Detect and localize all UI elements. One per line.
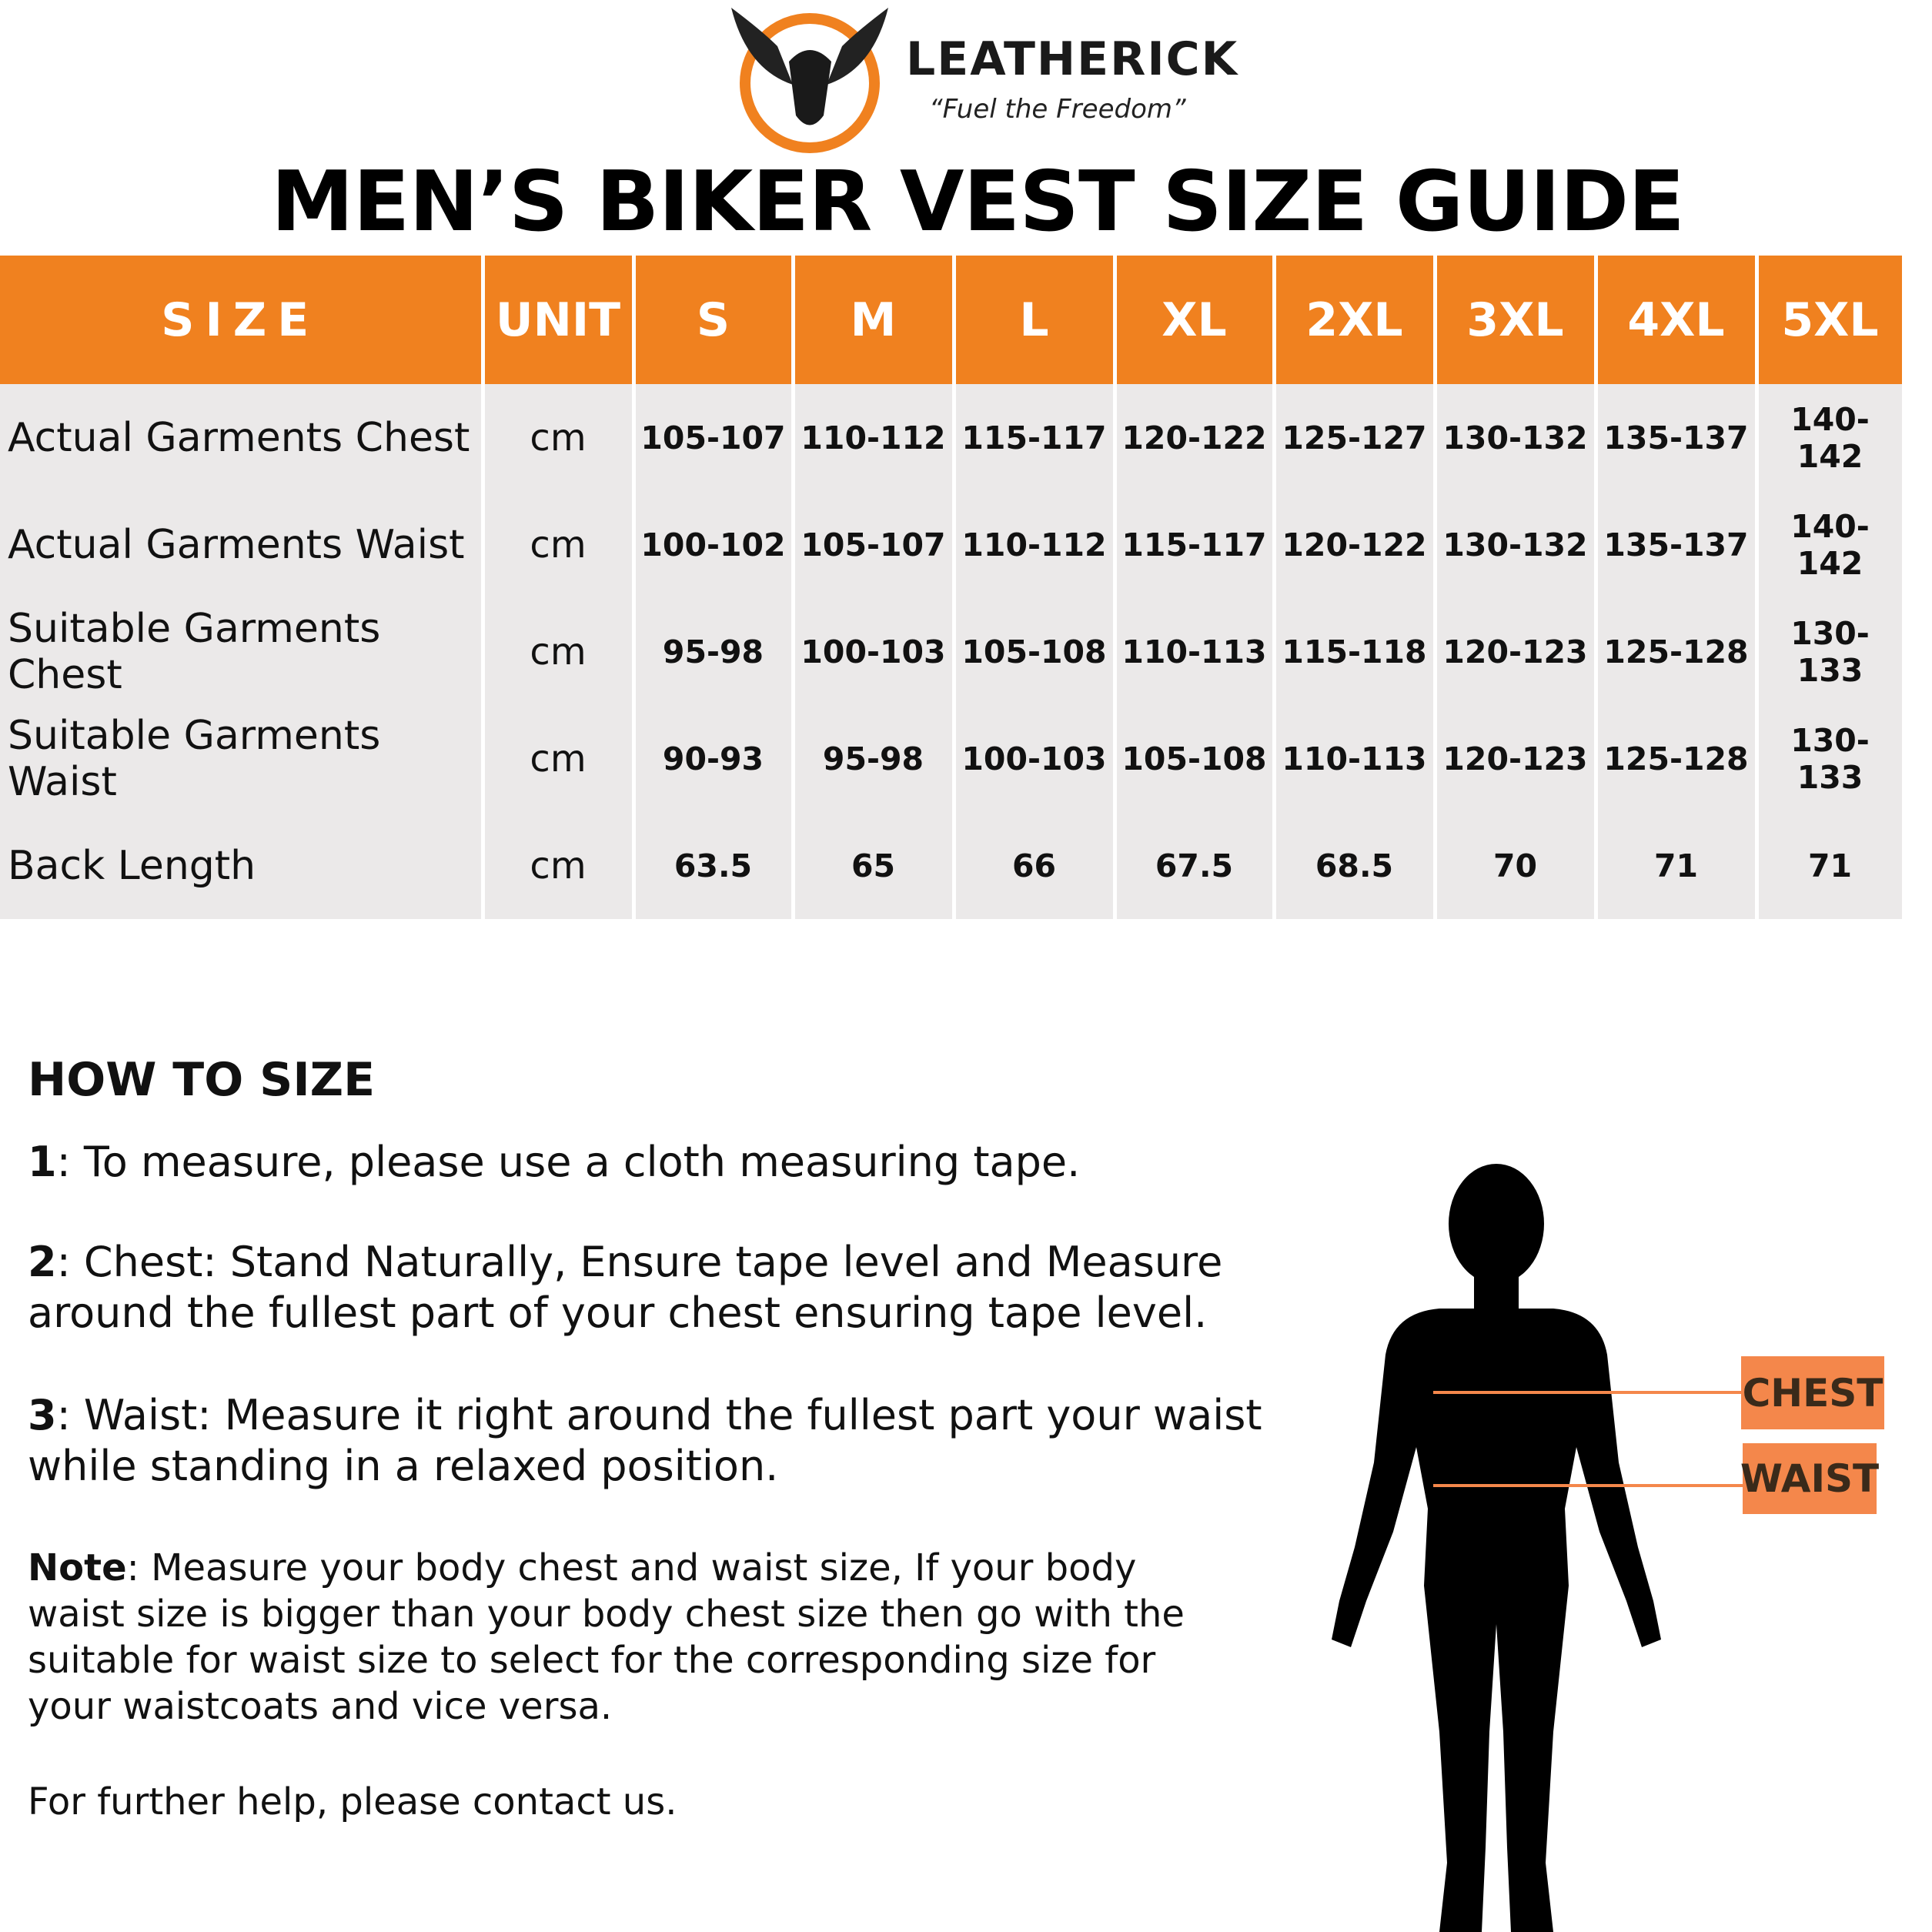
cell: 105-108 — [954, 598, 1117, 705]
cell: 115-118 — [1274, 598, 1437, 705]
title: MEN’S BIKER VEST SIZE GUIDE — [271, 154, 1685, 250]
cell: cm — [483, 812, 636, 919]
column-header: M — [793, 256, 956, 384]
cell: 90-93 — [633, 705, 795, 812]
cell: 135-137 — [1596, 384, 1759, 491]
waist-label: WAIST — [1740, 1443, 1879, 1514]
column-header: UNIT — [483, 256, 636, 384]
how-to-heading: HOW TO SIZE — [28, 1053, 376, 1107]
note: Note: Measure your body chest and waist … — [28, 1545, 1228, 1730]
table-row: Actual Garments Chest cm 105-107 110-112 115… — [0, 384, 1906, 491]
row-label: Back Length — [0, 812, 485, 919]
cell: 140-142 — [1757, 384, 1906, 491]
cell: 115-117 — [1115, 491, 1276, 598]
column-header: S — [633, 256, 795, 384]
step-text: : To measure, please use a cloth measuri… — [56, 1138, 1081, 1186]
column-header: L — [954, 256, 1117, 384]
column-header: 4XL — [1596, 256, 1759, 384]
cell: 95-98 — [633, 598, 795, 705]
cell: 110-112 — [954, 491, 1117, 598]
cell: 105-107 — [793, 491, 956, 598]
cell: cm — [483, 384, 636, 491]
cell: cm — [483, 705, 636, 812]
step: 2: Chest: Stand Naturally, Ensure tape l… — [28, 1237, 1321, 1339]
size-table: SIZE UNIT S M L XL 2XL 3XL 4XL 5XL Actual Garment… — [0, 256, 1906, 919]
cell: 67.5 — [1115, 812, 1276, 919]
row-label: Suitable Garments Chest — [0, 598, 485, 705]
step: 1: To measure, please use a cloth measur… — [28, 1137, 1321, 1188]
footer: For further help, please contact us. — [28, 1780, 677, 1823]
cell: 100-102 — [633, 491, 795, 598]
cell: 125-128 — [1596, 598, 1759, 705]
step-number: 2 — [28, 1238, 57, 1286]
cell: 100-103 — [954, 705, 1117, 812]
row-label: Actual Garments Chest — [0, 384, 485, 491]
cell: 110-113 — [1274, 705, 1437, 812]
cell: 110-112 — [793, 384, 956, 491]
step-number: 3 — [28, 1391, 57, 1439]
cell: 120-123 — [1435, 705, 1598, 812]
table-row: Suitable Garments Waist cm 90-93 95-98 100-1… — [0, 705, 1906, 812]
cell: 65 — [793, 812, 956, 919]
cell: 130-133 — [1757, 598, 1906, 705]
cell: 105-108 — [1115, 705, 1276, 812]
logo — [731, 8, 888, 153]
table-row: Actual Garments Waist cm 100-102 105-107 110… — [0, 491, 1906, 598]
column-header: SIZE — [0, 256, 485, 384]
cell: 130-132 — [1435, 491, 1598, 598]
cell: cm — [483, 491, 636, 598]
cell: 95-98 — [793, 705, 956, 812]
column-header: XL — [1115, 256, 1276, 384]
cell: 70 — [1435, 812, 1598, 919]
brand: LEATHERICK — [906, 32, 1239, 86]
row-label: Actual Garments Waist — [0, 491, 485, 598]
column-header: 3XL — [1435, 256, 1598, 384]
cell: 71 — [1757, 812, 1906, 919]
cell: 105-107 — [633, 384, 795, 491]
table-row: Suitable Garments Chest cm 95-98 100-103 105… — [0, 598, 1906, 705]
cell: 115-117 — [954, 384, 1117, 491]
note-text: : Measure your body chest and waist size… — [28, 1546, 1185, 1728]
cell: cm — [483, 598, 636, 705]
table-row: Back Length cm 63.5 65 66 67.5 68.5 70 71 71 — [0, 812, 1906, 919]
column-header: 2XL — [1274, 256, 1437, 384]
step-text: : Chest: Stand Naturally, Ensure tape le… — [28, 1238, 1223, 1337]
note-label: Note — [28, 1546, 127, 1589]
cell: 120-122 — [1115, 384, 1276, 491]
step-number: 1 — [28, 1138, 57, 1186]
cell: 130-133 — [1757, 705, 1906, 812]
chest-label: CHEST — [1741, 1356, 1884, 1429]
cell: 100-103 — [793, 598, 956, 705]
step-text: : Waist: Measure it right around the ful… — [28, 1391, 1262, 1490]
cell: 120-123 — [1435, 598, 1598, 705]
cell: 130-132 — [1435, 384, 1598, 491]
cell: 66 — [954, 812, 1117, 919]
cell: 71 — [1596, 812, 1759, 919]
column-header: 5XL — [1757, 256, 1906, 384]
cell: 125-127 — [1274, 384, 1437, 491]
cell: 140-142 — [1757, 491, 1906, 598]
cell: 120-122 — [1274, 491, 1437, 598]
cell: 63.5 — [633, 812, 795, 919]
row-label: Suitable Garments Waist — [0, 705, 485, 812]
step: 3: Waist: Measure it right around the fu… — [28, 1390, 1321, 1492]
cell: 68.5 — [1274, 812, 1437, 919]
cell: 135-137 — [1596, 491, 1759, 598]
cell: 110-113 — [1115, 598, 1276, 705]
cell: 125-128 — [1596, 705, 1759, 812]
tagline: “Fuel the Freedom” — [929, 94, 1186, 125]
